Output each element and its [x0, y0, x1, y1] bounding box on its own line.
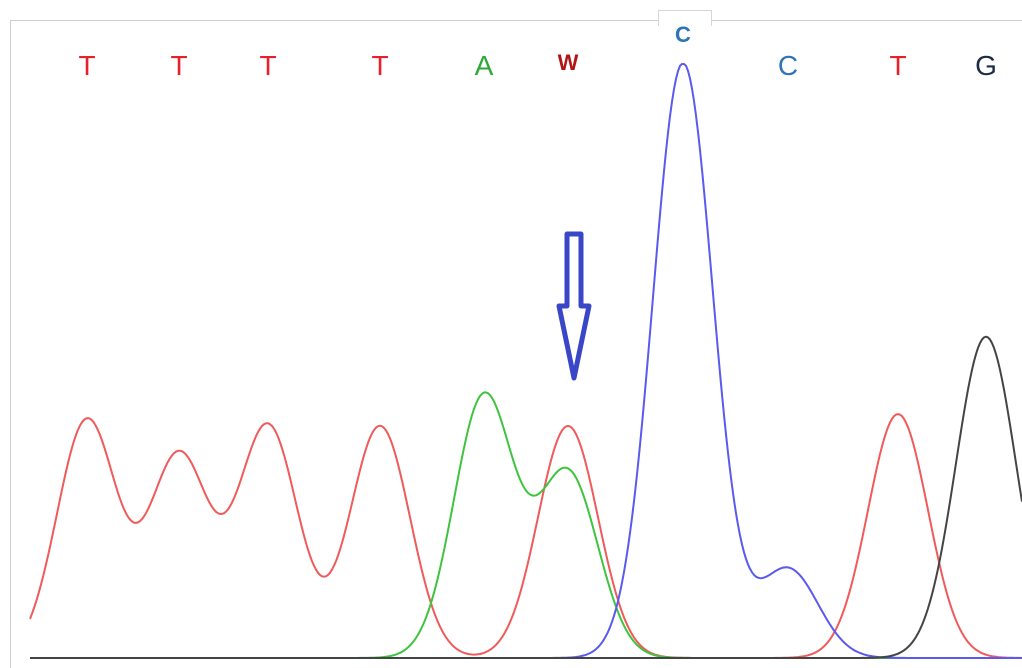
base-call-6-ambiguous: W — [557, 50, 579, 75]
trace-g — [30, 335, 1022, 659]
trace-layer — [29, 63, 1022, 659]
peak-a-5 — [483, 395, 485, 397]
chart-frame — [10, 20, 1022, 668]
peak-label-tab — [658, 10, 712, 26]
base-call-4: T — [371, 50, 389, 81]
base-call-10: G — [975, 50, 997, 81]
peak-t-3 — [267, 425, 269, 427]
base-call-9: T — [889, 50, 907, 81]
arrow-outline — [556, 231, 592, 381]
mutation-arrow-icon — [556, 231, 592, 381]
base-call-2: T — [170, 50, 188, 81]
peak-a-6 — [567, 473, 569, 475]
trace-a — [30, 391, 1022, 659]
peak-t-2 — [178, 455, 180, 457]
base-call-1: T — [78, 50, 96, 81]
trace-t — [29, 413, 1022, 659]
base-call-8: C — [777, 50, 799, 81]
base-call-5: A — [474, 50, 494, 81]
base-call-7: C — [675, 22, 691, 47]
base-call-3: T — [259, 50, 277, 81]
